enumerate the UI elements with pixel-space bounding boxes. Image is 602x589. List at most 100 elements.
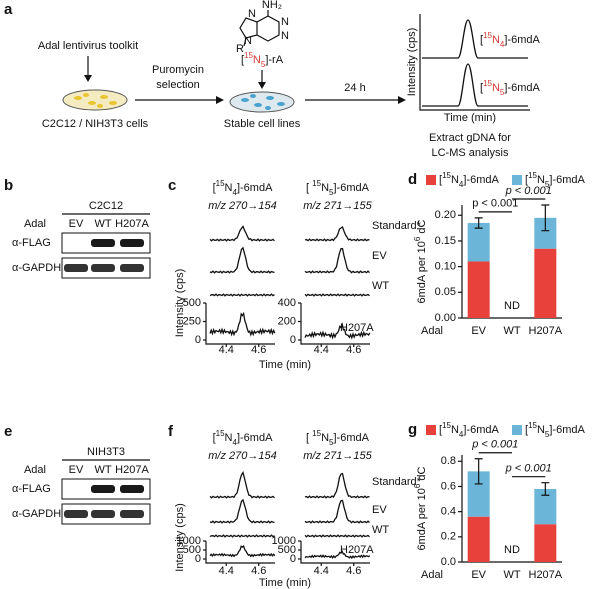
label-part: 6: [413, 483, 422, 488]
band: [64, 510, 88, 518]
label-part: 6: [413, 236, 422, 241]
bar-segment: [534, 524, 557, 562]
lane-label: WT: [94, 464, 111, 476]
lane-label: WT: [94, 218, 111, 230]
trace: [209, 246, 275, 274]
label-part: ]-6mdA: [237, 432, 273, 444]
annotation: p < 0.001: [472, 198, 518, 210]
label-part: 15: [528, 171, 537, 180]
y-tick-label: 1000: [272, 535, 296, 547]
annotation: ND: [504, 300, 520, 312]
y-tick-label: 0.2: [441, 531, 456, 543]
label-part: 15: [216, 429, 225, 438]
x-tick-label: EV: [471, 325, 486, 337]
trace: [304, 550, 371, 560]
label-part: N: [492, 82, 500, 94]
row-label: EV: [372, 504, 387, 516]
trace: [304, 225, 370, 242]
panel-label: b: [4, 177, 13, 194]
cells: [74, 93, 117, 108]
trace: [209, 225, 275, 242]
x-tick-label: 4.4: [314, 344, 329, 356]
annotation: p < 0.001: [505, 185, 552, 197]
x-tick-label: 4.6: [346, 565, 361, 577]
row-label: H207A: [340, 322, 374, 334]
label-part: 6mdA per 10: [416, 488, 428, 550]
annotation: p < 0.001: [505, 463, 552, 475]
label-part: 6mdA per 10: [416, 241, 428, 303]
row-label: WT: [372, 280, 389, 292]
label-part: 4: [500, 40, 505, 49]
label-part: ]-6mdA: [333, 182, 369, 194]
axis-label: Time (min): [444, 112, 496, 124]
label-part: [: [306, 432, 312, 444]
label-part: 5: [329, 188, 334, 197]
label-part: N: [321, 432, 329, 444]
label-part: N: [537, 174, 545, 186]
row-label: WT: [372, 524, 389, 536]
label-part: 4: [459, 430, 464, 439]
axis-label: Time (min): [259, 577, 311, 589]
bar-segment: [534, 488, 557, 525]
legend-label: [15N4]-6mdA: [439, 421, 499, 439]
antibody: α-FLAG: [12, 483, 51, 495]
label-part: 5: [500, 88, 505, 97]
label-part: ]-6mdA: [504, 82, 540, 94]
label-part: 5: [261, 60, 266, 69]
arrow-head: [258, 82, 266, 89]
y-tick-label: 200: [278, 315, 296, 327]
label-part: 15: [312, 179, 321, 188]
bar-segment: [467, 516, 490, 562]
label: Adal lentivirus toolkit: [38, 40, 138, 52]
label-part: [: [480, 34, 483, 46]
y-tick-label: 500: [183, 544, 201, 556]
axis-label: Time (min): [259, 359, 311, 371]
antibody: α-GAPDH: [12, 262, 61, 274]
label-part: ]-6mdA: [463, 424, 499, 436]
label-part: 15: [312, 429, 321, 438]
y-tick-label: 0.10: [435, 261, 456, 273]
x-tick-label: 4.6: [251, 565, 266, 577]
label-part: 15: [483, 79, 492, 88]
axis-label: Intensity (cps): [174, 503, 186, 571]
label-part: 5: [329, 438, 334, 447]
y-tick-label: 400: [278, 297, 296, 309]
band: [120, 239, 144, 247]
annotation: ND: [504, 544, 520, 556]
x-tick-label: WT: [503, 325, 520, 337]
y-tick-label: 500: [278, 544, 296, 556]
column-title: [15N4]-6mdA: [213, 179, 273, 197]
trace: [209, 311, 276, 337]
category-title: Adal: [421, 569, 443, 581]
y-tick-label: 0.4: [441, 506, 456, 518]
antibody: α-GAPDH: [12, 508, 61, 520]
cell-line: C2C12: [89, 200, 123, 212]
y-tick-label: 0.0: [441, 556, 456, 568]
column-title: [ 15N5]-6mdA: [306, 429, 370, 447]
x-tick-label: 4.4: [314, 565, 329, 577]
dish: [229, 91, 295, 113]
bar-segment: [534, 248, 557, 318]
error-bar: [474, 217, 483, 229]
trace: [209, 498, 275, 524]
y-tick-label: 0: [290, 553, 296, 565]
panel-label: c: [168, 177, 176, 194]
structure: [239, 10, 280, 47]
label-part: 15: [442, 171, 451, 180]
transition: m/z 270→154: [208, 450, 276, 462]
transition: m/z 270→154: [208, 200, 276, 212]
axis: [300, 303, 370, 345]
trace: [209, 534, 275, 538]
lane-label: EV: [69, 218, 84, 230]
y-axis-label: 6mdA per 106 dC: [413, 466, 428, 550]
antibody: α-FLAG: [12, 237, 51, 249]
label-part: [: [525, 174, 528, 186]
x-tick-label: 4.6: [251, 344, 266, 356]
x-tick-label: WT: [503, 569, 520, 581]
bar-segment: [534, 217, 557, 249]
label-part: 5: [545, 430, 550, 439]
label-part: ]-6mdA: [549, 424, 585, 436]
cell-line: NIH3T3: [87, 446, 125, 458]
cells: [241, 94, 285, 110]
